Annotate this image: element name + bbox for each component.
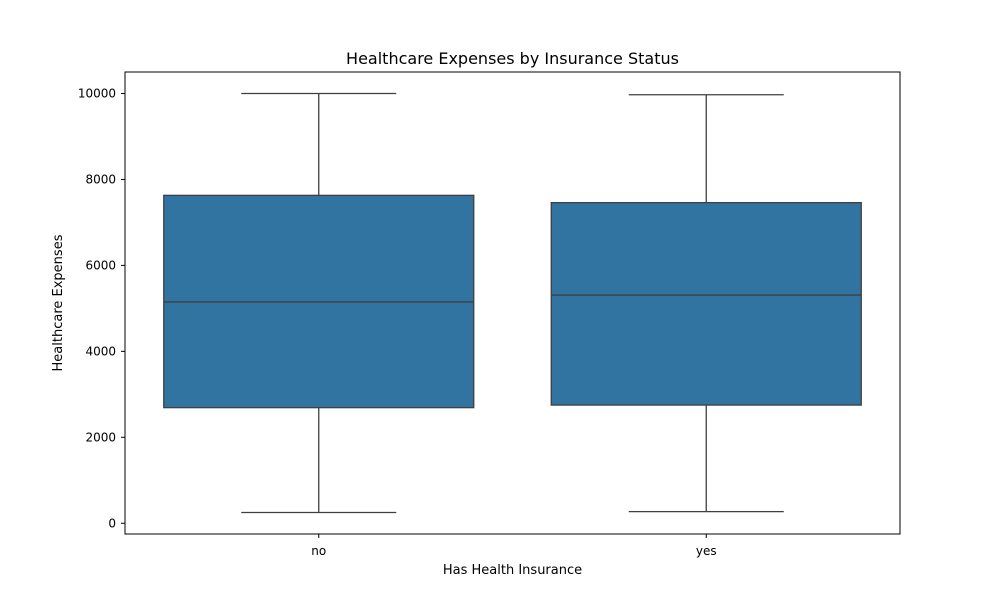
x-axis-label: Has Health Insurance	[443, 563, 582, 578]
y-tick-label: 2000	[85, 430, 116, 444]
y-tick-label: 0	[108, 516, 116, 530]
x-tick-label: no	[311, 544, 326, 558]
chart-title: Healthcare Expenses by Insurance Status	[346, 49, 679, 68]
y-axis: 0 2000 4000 6000 8000 10000	[78, 86, 125, 530]
y-tick-label: 4000	[85, 344, 116, 358]
x-tick-label: yes	[696, 544, 717, 558]
iqr-box	[550, 201, 862, 406]
y-axis-label: Healthcare Expenses	[51, 234, 66, 371]
box-yes	[550, 94, 862, 513]
plot-marks	[163, 92, 862, 514]
plot-frame	[124, 71, 901, 535]
y-tick-label: 10000	[78, 86, 116, 100]
x-axis: no yes	[311, 534, 717, 558]
y-tick-label: 6000	[85, 258, 116, 272]
box-no	[163, 92, 475, 514]
y-tick-label: 8000	[85, 172, 116, 186]
